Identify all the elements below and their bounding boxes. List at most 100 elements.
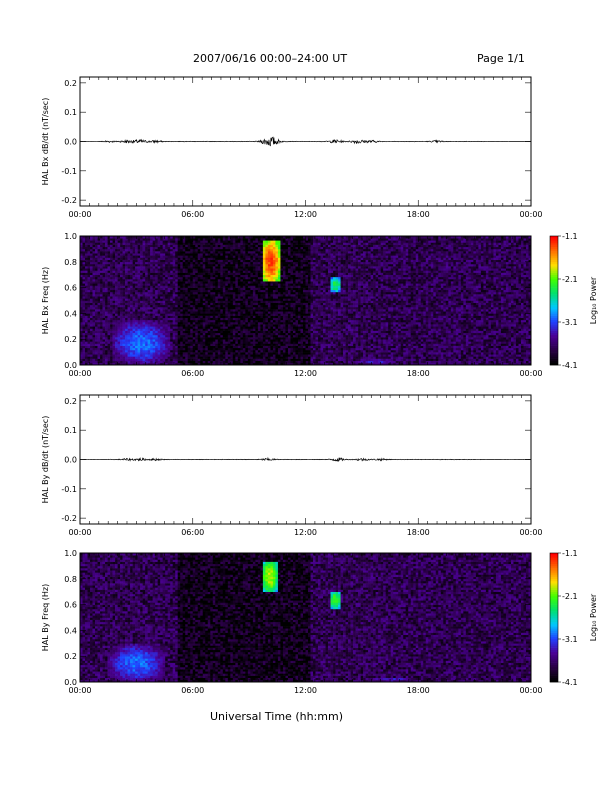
spectrogram-cell: [142, 349, 146, 353]
spectrogram-cell: [100, 272, 103, 275]
spectrogram-cell: [85, 263, 88, 267]
spectrogram-cell: [267, 334, 271, 338]
spectrogram-cell: [190, 255, 194, 258]
spectrogram-cell: [157, 279, 161, 282]
spectrogram-cell: [210, 255, 214, 258]
spectrogram-cell: [212, 251, 216, 254]
spectrogram-cell: [165, 362, 168, 366]
spectrogram-cell: [242, 347, 246, 351]
spectrogram-cell: [225, 251, 229, 254]
spectrogram-cell: [135, 324, 138, 327]
spectrogram-cell: [220, 266, 224, 269]
spectrogram-cell: [252, 304, 256, 308]
spectrogram-cell: [190, 298, 194, 301]
spectrogram-cell: [125, 300, 128, 303]
spectrogram-cell: [170, 298, 174, 301]
spectrogram-cell: [260, 272, 264, 275]
spectrogram-cell: [275, 261, 279, 265]
spectrogram-cell: [222, 356, 226, 359]
spectrogram-cell: [205, 332, 209, 336]
spectrogram-cell: [115, 309, 118, 312]
spectrogram-cell: [155, 302, 158, 306]
spectrogram-cell: [235, 238, 239, 241]
spectrogram-cell: [240, 285, 244, 288]
spectrogram-cell: [112, 236, 116, 239]
spectrogram-cell: [232, 309, 236, 312]
spectrogram-cell: [220, 322, 224, 325]
spectrogram-cell: [145, 304, 148, 308]
spectrogram-cell: [85, 360, 88, 364]
spectrogram-cell: [242, 287, 246, 291]
spectrogram-cell: [130, 341, 133, 344]
spectrogram-cell: [200, 251, 204, 254]
spectrogram-cell: [135, 255, 138, 258]
spectrogram-cell: [147, 356, 151, 359]
spectrogram-cell: [207, 289, 211, 293]
spectrogram-cell: [242, 283, 246, 286]
spectrogram-cell: [122, 302, 126, 306]
spectrogram-cell: [82, 261, 86, 265]
spectrogram-cell: [242, 332, 246, 336]
spectrogram-cell: [90, 311, 93, 314]
spectrogram-cell: [162, 248, 166, 252]
spectrogram-cell: [165, 298, 168, 301]
spectrogram-cell: [257, 332, 261, 336]
spectrogram-cell: [270, 253, 274, 256]
spectrogram-cell: [152, 356, 156, 359]
spectrogram-cell: [155, 272, 158, 275]
spectrogram-cell: [197, 302, 201, 306]
spectrogram-cell: [210, 332, 214, 336]
spectrogram-cell: [165, 347, 168, 351]
spectrogram-cell: [177, 313, 181, 316]
spectrogram-cell: [97, 334, 101, 338]
spectrogram-cell: [182, 240, 186, 243]
spectrogram-cell: [187, 332, 191, 336]
spectrogram-cell: [217, 358, 221, 361]
spectrogram-cell: [160, 274, 163, 278]
spectrogram-cell: [217, 319, 221, 323]
spectrogram-cell: [122, 279, 126, 282]
spectrogram-cell: [272, 266, 276, 269]
spectrogram-cell: [215, 294, 219, 297]
spectrogram-cell: [100, 236, 103, 239]
spectrogram-cell: [180, 259, 184, 263]
spectrogram-cell: [137, 296, 141, 299]
spectrogram-cell: [260, 354, 264, 357]
spectrogram-cell: [180, 270, 184, 273]
spectrogram-cell: [207, 347, 211, 351]
spectrogram-cell: [107, 287, 111, 291]
spectrogram-cell: [245, 272, 249, 275]
spectrogram-cell: [135, 356, 138, 359]
spectrogram-cell: [190, 334, 194, 338]
spectrogram-cell: [95, 285, 98, 288]
spectrogram-cell: [105, 263, 108, 267]
spectrogram-cell: [120, 345, 123, 349]
spectrogram-cell: [107, 341, 111, 344]
spectrogram-cell: [182, 306, 186, 310]
spectrogram-cell: [132, 259, 136, 263]
spectrogram-cell: [220, 330, 224, 334]
spectrogram-cell: [215, 266, 219, 269]
spectrogram-cell: [145, 296, 148, 299]
spectrogram-cell: [120, 360, 123, 364]
spectrogram-cell: [272, 287, 276, 291]
spectrogram-cell: [117, 332, 121, 336]
spectrogram-cell: [150, 345, 153, 349]
spectrogram-cell: [142, 242, 146, 245]
spectrogram-cell: [207, 304, 211, 308]
spectrogram-cell: [110, 328, 113, 331]
spectrogram-cell: [127, 283, 131, 286]
spectrogram-cell: [172, 244, 176, 248]
spectrogram-cell: [95, 268, 98, 271]
spectrogram-cell: [225, 345, 229, 349]
spectrogram-cell: [200, 345, 204, 349]
spectrogram-cell: [92, 341, 96, 344]
spectrogram-cell: [175, 345, 179, 349]
spectrogram-cell: [157, 261, 161, 265]
spectrogram-cell: [92, 349, 96, 353]
spectrogram-cell: [242, 248, 246, 252]
spectrogram-cell: [87, 236, 91, 239]
spectrogram-cell: [110, 358, 113, 361]
spectrogram-cell: [97, 274, 101, 278]
spectrogram-cell: [102, 360, 106, 364]
